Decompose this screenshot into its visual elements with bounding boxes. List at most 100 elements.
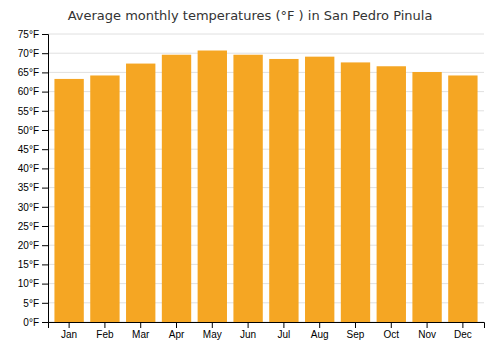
x-tick-mark [104,322,105,328]
y-tick: 50°F [18,125,48,136]
y-tick-label: 50°F [18,125,39,136]
x-tick-label: Mar [132,329,150,340]
x-tick: Dec [454,322,472,340]
bar [341,62,370,322]
bar [233,55,262,322]
y-tick-label: 60°F [18,86,39,97]
y-tick: 65°F [18,67,48,78]
y-tick-label: 45°F [18,144,39,155]
y-tick-mark [42,264,48,265]
y-tick-mark [42,322,48,323]
y-tick-label: 40°F [18,163,39,174]
x-tick: Apr [169,322,185,340]
y-tick: 5°F [23,298,48,309]
y-tick-label: 20°F [18,240,39,251]
y-tick-mark [42,245,48,246]
x-tick-mark [176,322,177,328]
y-tick-label: 0°F [23,317,39,328]
y-tick: 70°F [18,48,48,59]
bar [305,57,334,322]
bar [54,79,83,322]
y-tick-mark [42,226,48,227]
y-tick-mark [42,168,48,169]
x-tick-label: Sep [347,329,365,340]
x-tick-mark [391,322,392,328]
x-tick: Aug [311,322,329,340]
x-tick: May [203,322,222,340]
y-tick-mark [42,188,48,189]
x-tick-mark [140,322,141,328]
y-tick: 75°F [18,29,48,40]
y-tick-mark [42,130,48,131]
x-tick-label: Jan [61,329,77,340]
bar [162,55,191,322]
x-tick: Oct [384,322,400,340]
x-tick-label: Nov [418,329,436,340]
plot: 0°F 5°F 10°F 15°F 20°F 25°F 30°F 35°F 40°F 45°F 50… [18,29,485,340]
y-tick-label: 30°F [18,202,39,213]
x-tick-label: Jul [277,329,290,340]
y-tick: 25°F [18,221,48,232]
y-tick-mark [42,53,48,54]
y-axis-line [42,35,49,323]
x-tick-mark [212,322,213,328]
x-tick-label: Jun [240,329,256,340]
y-tick-mark [42,284,48,285]
y-tick: 35°F [18,182,48,193]
grid [48,34,484,322]
x-tick: Nov [418,322,436,340]
x-tick-label: Dec [454,329,472,340]
y-tick-label: 35°F [18,182,39,193]
x-tick: Jan [61,322,77,340]
y-axis: 0°F 5°F 10°F 15°F 20°F 25°F 30°F 35°F 40°F 45°F 50… [18,29,49,328]
y-tick-mark [42,303,48,304]
x-tick-mark [283,322,284,328]
x-tick: Sep [347,322,365,340]
y-tick-mark [42,207,48,208]
y-tick: 20°F [18,240,48,251]
chart: 0°F 5°F 10°F 15°F 20°F 25°F 30°F 35°F 40°F 45°F 50… [0,0,500,350]
y-tick-label: 25°F [18,221,39,232]
y-tick-mark [42,72,48,73]
x-tick-label: May [203,329,222,340]
bar [198,51,227,322]
bar [90,75,119,322]
bar [412,72,441,322]
y-tick-label: 75°F [18,29,39,40]
x-tick-mark [319,322,320,328]
bar [126,64,155,322]
x-axis: Jan Feb Mar Apr May Jun Jul Aug Sep Oct Nov Dec [49,322,485,340]
bars [54,51,477,322]
x-tick-mark [355,322,356,328]
grid-line [48,34,484,35]
y-tick: 55°F [18,106,48,117]
grid-line [48,53,484,54]
y-tick-label: 10°F [18,278,39,289]
y-tick: 30°F [18,202,48,213]
y-tick-label: 65°F [18,67,39,78]
y-tick-label: 15°F [18,259,39,270]
y-tick: 45°F [18,144,48,155]
x-tick: Feb [96,322,114,340]
bar [377,66,406,322]
bar [448,75,477,322]
x-tick-mark [69,322,70,328]
y-tick-mark [42,34,48,35]
x-tick-label: Feb [96,329,114,340]
y-tick: 40°F [18,163,48,174]
y-tick: 0°F [23,317,48,328]
y-tick-mark [42,149,48,150]
x-tick: Jun [240,322,256,340]
x-tick-mark [427,322,428,328]
x-tick-label: Apr [169,329,185,340]
bar [269,59,298,322]
x-tick: Mar [132,322,150,340]
x-tick-label: Oct [384,329,400,340]
y-tick-label: 70°F [18,48,39,59]
x-tick-label: Aug [311,329,329,340]
y-tick-mark [42,111,48,112]
y-tick: 10°F [18,278,48,289]
x-axis-line [49,323,485,329]
x-tick-mark [462,322,463,328]
y-tick: 15°F [18,259,48,270]
